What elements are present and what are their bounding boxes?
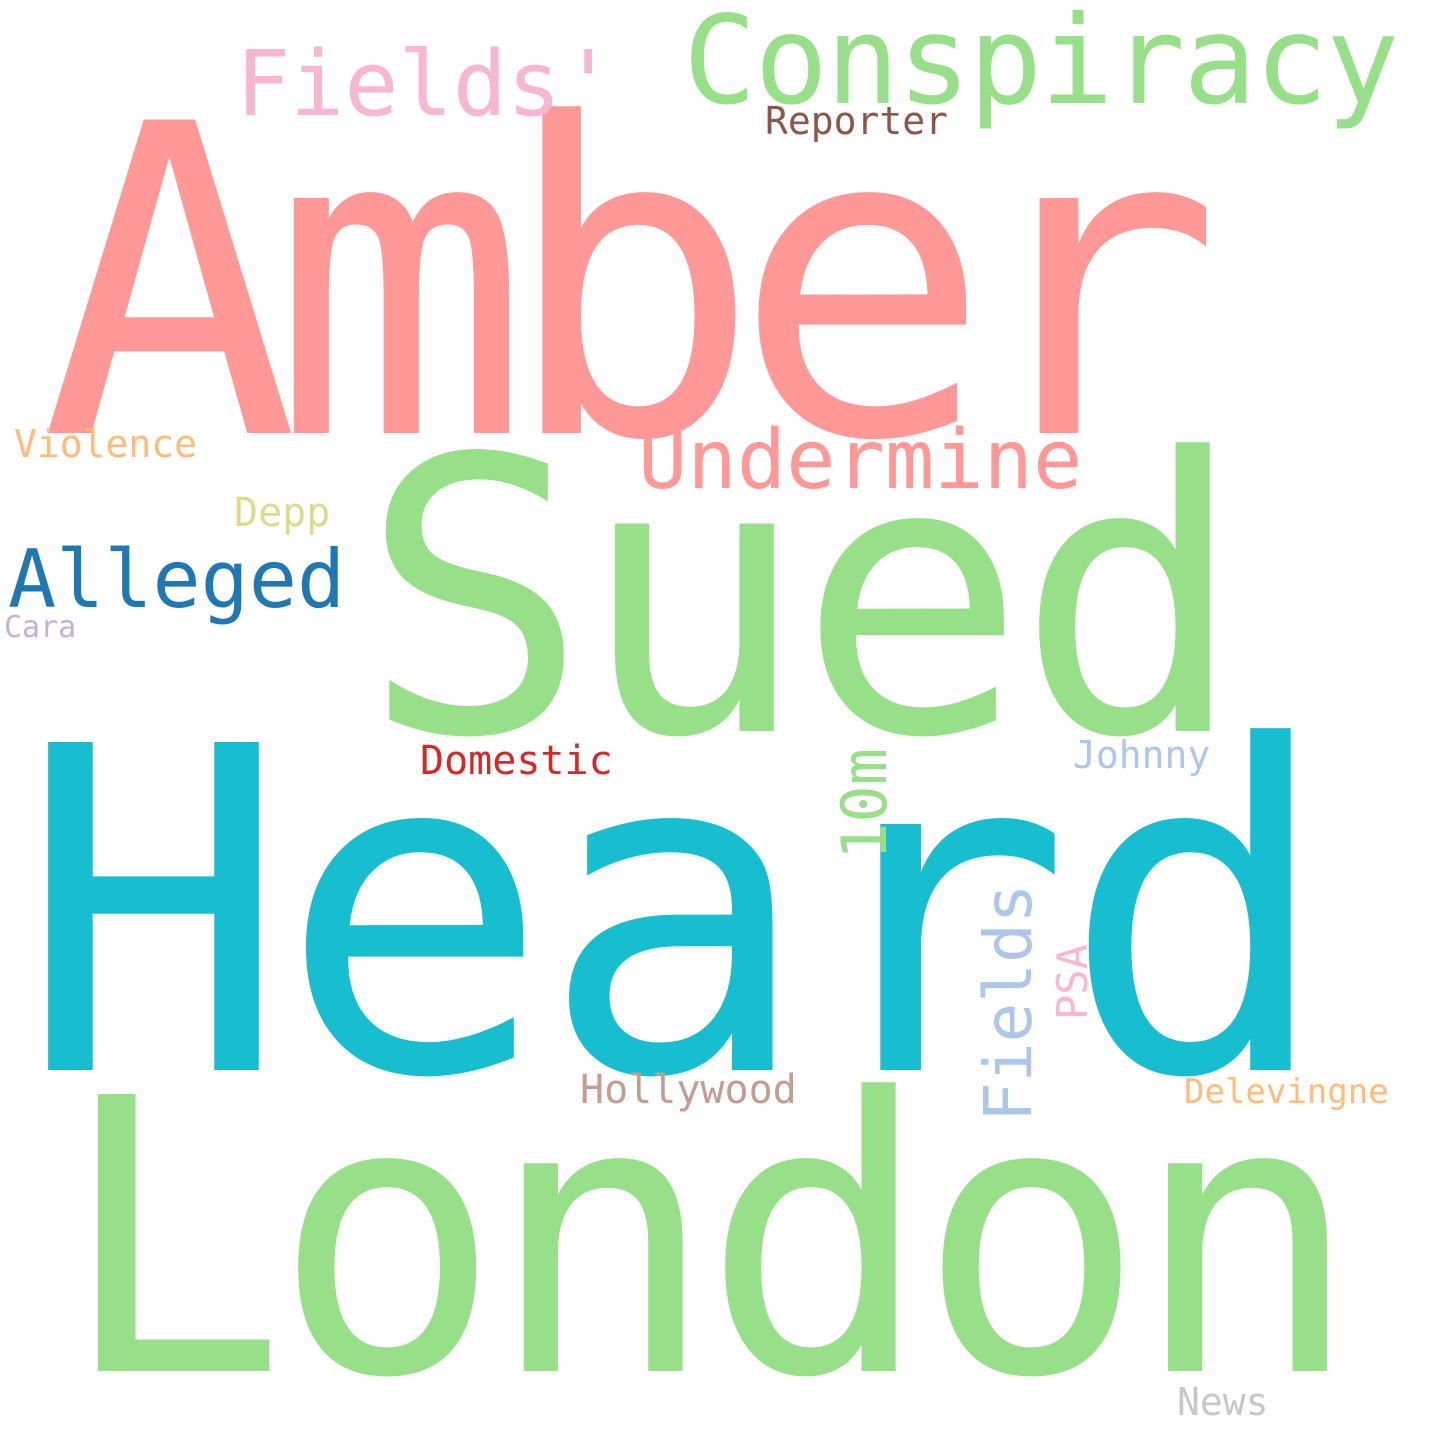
word-depp: Depp bbox=[234, 490, 331, 536]
word-reporter: Reporter bbox=[765, 99, 949, 143]
word-london: London bbox=[58, 1018, 1361, 1440]
word-violence: Violence bbox=[14, 422, 198, 466]
word-heard: Heard bbox=[18, 653, 1333, 1177]
word-domestic: Domestic bbox=[420, 738, 613, 784]
word-fields-possessive: Fields' bbox=[236, 32, 616, 137]
word-news: News bbox=[1177, 1380, 1269, 1424]
word-undermine: Undermine bbox=[638, 413, 1083, 508]
word-alleged: Alleged bbox=[8, 533, 346, 626]
word-delevingne: Delevingne bbox=[1184, 1072, 1389, 1112]
word-johnny: Johnny bbox=[1073, 733, 1211, 777]
word-conspiracy: Conspiracy bbox=[683, 0, 1400, 132]
word-hollywood: Hollywood bbox=[580, 1067, 797, 1113]
word-cara: Cara bbox=[4, 610, 77, 645]
word-psa: PSA bbox=[1048, 944, 1097, 1020]
word-sued: Sued bbox=[360, 378, 1245, 821]
word-amber: Amber bbox=[40, 35, 1222, 535]
word-10m: 10m bbox=[828, 748, 901, 860]
